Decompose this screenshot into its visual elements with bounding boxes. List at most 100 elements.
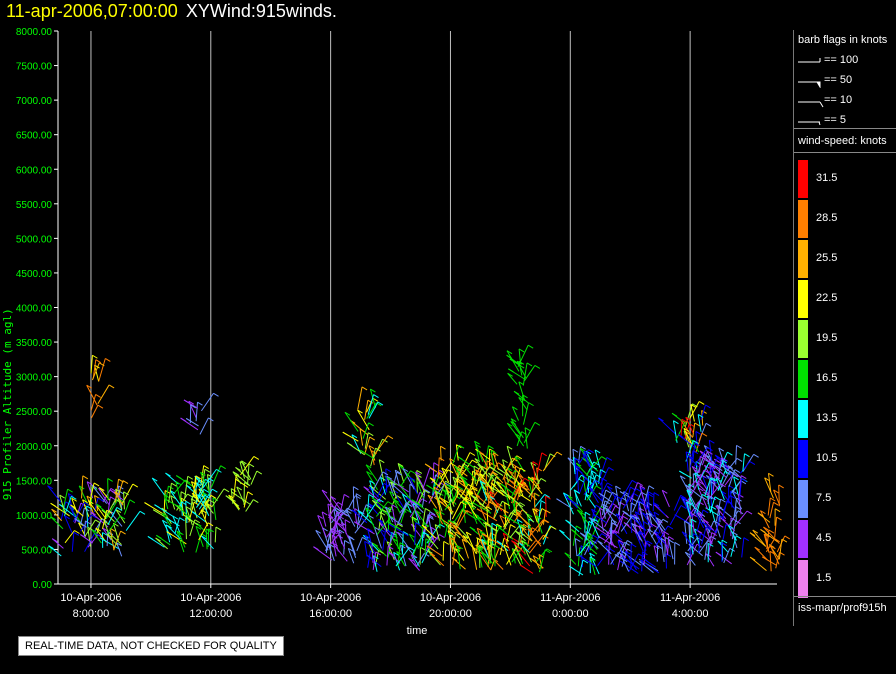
wind-barb-flag xyxy=(556,451,563,456)
wind-barb-flag xyxy=(668,539,674,544)
wind-barb xyxy=(437,457,440,479)
speed-swatch-label: 7.5 xyxy=(816,492,832,504)
wind-barb-flag xyxy=(631,479,638,484)
wind-barb-flag xyxy=(703,491,709,496)
wind-barb-flag xyxy=(693,533,699,537)
wind-barb xyxy=(228,494,240,510)
wind-barb xyxy=(188,502,195,523)
wind-barb xyxy=(86,495,95,517)
wind-barb-flag xyxy=(472,485,478,490)
wind-barb xyxy=(532,555,541,570)
wind-barb xyxy=(453,524,467,543)
wind-barb-flag xyxy=(236,486,242,491)
wind-barb-flag xyxy=(366,471,372,475)
wind-barb-flag xyxy=(763,526,769,531)
wind-barb xyxy=(597,548,611,566)
wind-barb xyxy=(778,538,783,560)
wind-barb xyxy=(597,540,612,555)
wind-barb xyxy=(372,551,377,571)
wind-barb xyxy=(610,530,613,546)
wind-barb-flag xyxy=(385,506,391,511)
wind-barb-flag xyxy=(348,547,354,552)
wind-barb-flag xyxy=(438,496,445,501)
wind-barb-flag xyxy=(132,483,139,488)
wind-barb xyxy=(321,511,327,527)
wind-barb xyxy=(609,522,613,544)
wind-barb xyxy=(685,451,689,472)
wind-barb-flag xyxy=(591,539,597,544)
wind-barb-flag xyxy=(680,494,686,499)
wind-barb xyxy=(703,445,712,461)
wind-barb-flag xyxy=(409,477,416,481)
wind-barb-flag xyxy=(698,487,704,492)
wind-barb-flag xyxy=(166,531,173,536)
wind-barb xyxy=(538,554,543,569)
wind-barb xyxy=(369,388,377,409)
wind-barb-flag xyxy=(770,545,776,550)
wind-barb xyxy=(511,499,518,516)
y-tick-label: 500.00 xyxy=(21,545,52,556)
wind-barb-flag xyxy=(784,535,791,540)
wind-barb-flag xyxy=(212,497,219,502)
wind-barb xyxy=(354,508,358,523)
wind-barb xyxy=(479,530,489,547)
wind-barb xyxy=(202,469,217,489)
wind-barb xyxy=(511,406,519,421)
wind-barb-flag xyxy=(496,540,503,545)
barb-symbol-icon xyxy=(798,58,821,63)
wind-barb xyxy=(359,429,364,446)
wind-barb-flag xyxy=(521,540,528,544)
wind-barb-flag xyxy=(51,508,57,513)
wind-barb xyxy=(532,461,536,481)
wind-barb-flag xyxy=(508,470,514,475)
wind-barb xyxy=(155,537,169,550)
wind-barb xyxy=(92,359,97,379)
wind-barb xyxy=(526,513,532,534)
wind-barb xyxy=(578,559,584,577)
wind-barb xyxy=(617,497,623,516)
wind-barb-flag xyxy=(593,518,599,523)
wind-barb-flag xyxy=(423,523,430,527)
wind-barb-flag xyxy=(489,466,495,471)
wind-barb xyxy=(414,522,417,545)
wind-barb-flag xyxy=(648,491,654,496)
wind-barb xyxy=(250,470,258,485)
wind-barb-flag xyxy=(749,532,756,537)
speed-swatch-label: 4.5 xyxy=(816,532,832,544)
wind-barb-flag xyxy=(518,381,525,386)
wind-barb xyxy=(71,498,78,514)
wind-barb-flag xyxy=(517,519,523,523)
wind-barb-flag xyxy=(374,526,380,531)
wind-barb xyxy=(722,524,727,540)
wind-barb-flag xyxy=(499,514,506,519)
wind-barb-flag xyxy=(344,519,351,524)
wind-barb-flag xyxy=(546,548,553,553)
wind-barb xyxy=(364,432,369,449)
wind-barb-flag xyxy=(390,516,397,521)
wind-barb-flag xyxy=(711,532,717,537)
wind-barb xyxy=(645,493,649,511)
wind-barb xyxy=(536,519,545,533)
wind-barb-flag xyxy=(95,527,102,532)
wind-barb-flag xyxy=(487,493,494,498)
wind-barb xyxy=(484,522,490,541)
wind-barb xyxy=(683,428,693,446)
speed-swatch-label: 10.5 xyxy=(816,452,838,464)
wind-barb-flag xyxy=(170,495,176,500)
wind-barb-flag xyxy=(191,498,197,503)
wind-barb-flag xyxy=(386,475,393,480)
wind-barb xyxy=(514,433,525,447)
wind-barb xyxy=(364,534,375,553)
wind-barb-flag xyxy=(588,486,594,491)
wind-barb xyxy=(392,472,398,489)
wind-barb xyxy=(336,530,346,549)
wind-barb-flag xyxy=(434,524,441,528)
wind-barb xyxy=(479,480,488,501)
wind-barb-flag xyxy=(144,502,150,507)
wind-barb xyxy=(574,465,589,482)
wind-barb xyxy=(542,526,552,540)
wind-barb xyxy=(708,440,713,461)
wind-barb-flag xyxy=(459,468,465,472)
wind-barb-flag xyxy=(457,545,463,550)
wind-barb-flag xyxy=(382,438,388,443)
